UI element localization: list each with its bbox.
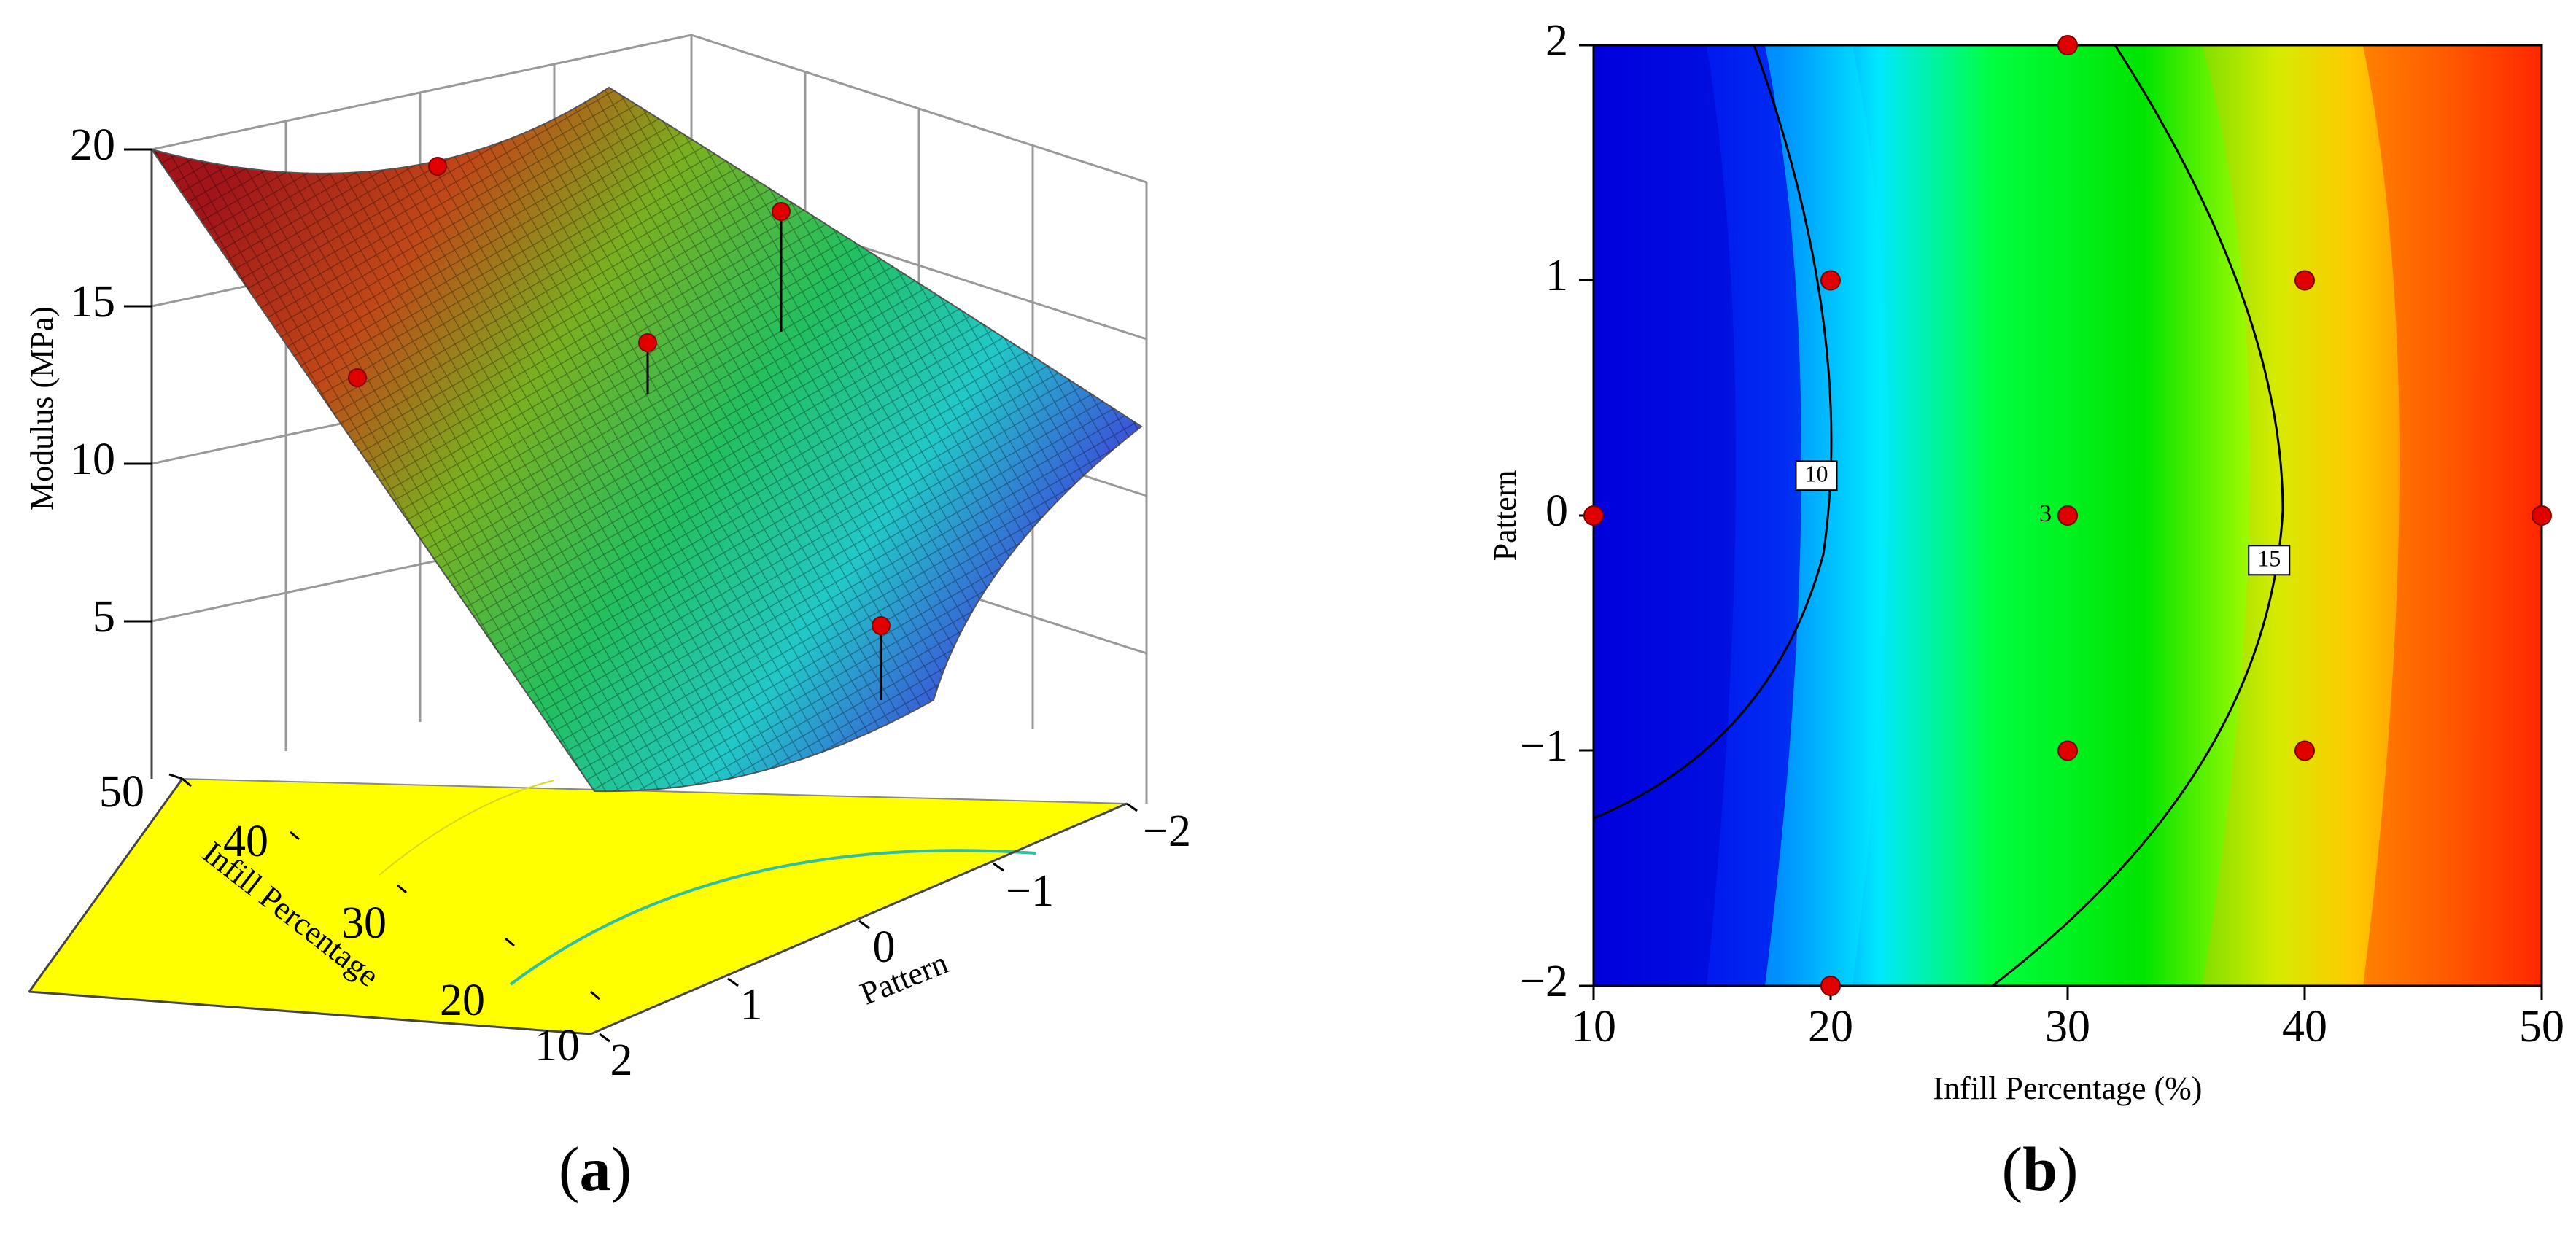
contour-level-text: 15 — [2257, 545, 2281, 572]
infill-tick-label: 50 — [99, 767, 144, 817]
panel-a-letter: a — [580, 1134, 611, 1204]
contour-labels: 10 15 — [1795, 460, 2291, 576]
panel-b-label: (b) — [2001, 1134, 2078, 1204]
z-tick-label: 15 — [70, 277, 115, 327]
surface-design-points — [348, 157, 891, 700]
pattern-tick-label: −2 — [1143, 806, 1191, 856]
pattern-axis-label: Pattern — [856, 944, 953, 1011]
surface-mesh — [152, 88, 1141, 792]
contour-x-axis: 10 20 30 40 50 Infill Percentage (%) — [1571, 986, 2564, 1106]
floor-contour-line — [509, 849, 1036, 986]
contour-field — [1594, 45, 2542, 986]
surface-plot-panel: 20 15 10 5 Modulus (MPa) 50 40 30 20 10 … — [24, 34, 1191, 1204]
floor-plane — [28, 777, 1128, 1035]
replicate-count-label: 3 — [2039, 500, 2052, 527]
x-tick-label: 20 — [1808, 1002, 1853, 1051]
x-tick-label: 50 — [2519, 1002, 2564, 1051]
contour-level-text: 10 — [1805, 461, 1828, 487]
contour-level-label: 10 — [1795, 460, 1838, 491]
z-tick-label: 10 — [70, 435, 115, 484]
design-point — [872, 616, 891, 635]
contour-design-points: 3 — [1583, 35, 2552, 996]
design-point — [638, 333, 657, 352]
z-tick-label: 5 — [93, 592, 115, 642]
x-tick-label: 30 — [2045, 1002, 2090, 1051]
pattern-tick-label: 0 — [873, 922, 896, 972]
design-point — [1820, 976, 1841, 996]
pattern-tick-label: −1 — [1006, 866, 1054, 916]
design-point — [2057, 505, 2078, 526]
y-tick-label: 0 — [1545, 486, 1568, 536]
contour-y-axis: 2 1 0 −1 −2 Pattern — [1487, 16, 1594, 1006]
contour-plot-panel: 2 1 0 −1 −2 Pattern 10 20 30 40 50 Infil… — [1487, 16, 2564, 1204]
z-axis-label: Modulus (MPa) — [24, 306, 60, 510]
design-point — [1583, 505, 1604, 526]
contour-line-15 — [1992, 44, 2284, 987]
infill-tick-label: 30 — [341, 898, 387, 948]
design-point — [348, 368, 367, 387]
contour-label-box — [1795, 460, 1838, 491]
y-tick-label: 1 — [1545, 251, 1568, 300]
design-point — [2057, 35, 2078, 55]
panel-b-letter: b — [2022, 1134, 2057, 1204]
design-point — [772, 202, 791, 221]
contour-level-label: 15 — [2248, 545, 2291, 576]
x-tick-label: 40 — [2282, 1002, 2327, 1051]
pattern-tick-label: 1 — [740, 980, 763, 1030]
infill-tick-label: 20 — [440, 976, 485, 1025]
contour-label-box — [2248, 545, 2291, 576]
pattern-tick-label: 2 — [610, 1035, 633, 1085]
y-axis-label: Pattern — [1487, 470, 1523, 561]
z-tick-label: 20 — [70, 120, 115, 170]
floor-contour-line-2 — [379, 780, 555, 876]
x-tick-label: 10 — [1571, 1002, 1616, 1051]
z-axis: 20 15 10 5 Modulus (MPa) — [24, 120, 152, 642]
y-tick-label: 2 — [1545, 16, 1568, 66]
panel-a-label: (a) — [559, 1134, 632, 1204]
infill-tick-label: 40 — [223, 817, 268, 866]
design-point — [428, 157, 447, 176]
design-point — [2532, 505, 2552, 526]
x-axis-label: Infill Percentage (%) — [1933, 1070, 2203, 1106]
design-point — [1820, 270, 1841, 291]
design-point — [2057, 740, 2078, 761]
design-point — [2294, 740, 2315, 761]
y-tick-label: −2 — [1520, 957, 1568, 1006]
y-tick-label: −1 — [1520, 721, 1568, 771]
design-point — [2294, 270, 2315, 291]
infill-tick-label: 10 — [535, 1021, 580, 1070]
contour-line-10 — [1593, 44, 1833, 820]
